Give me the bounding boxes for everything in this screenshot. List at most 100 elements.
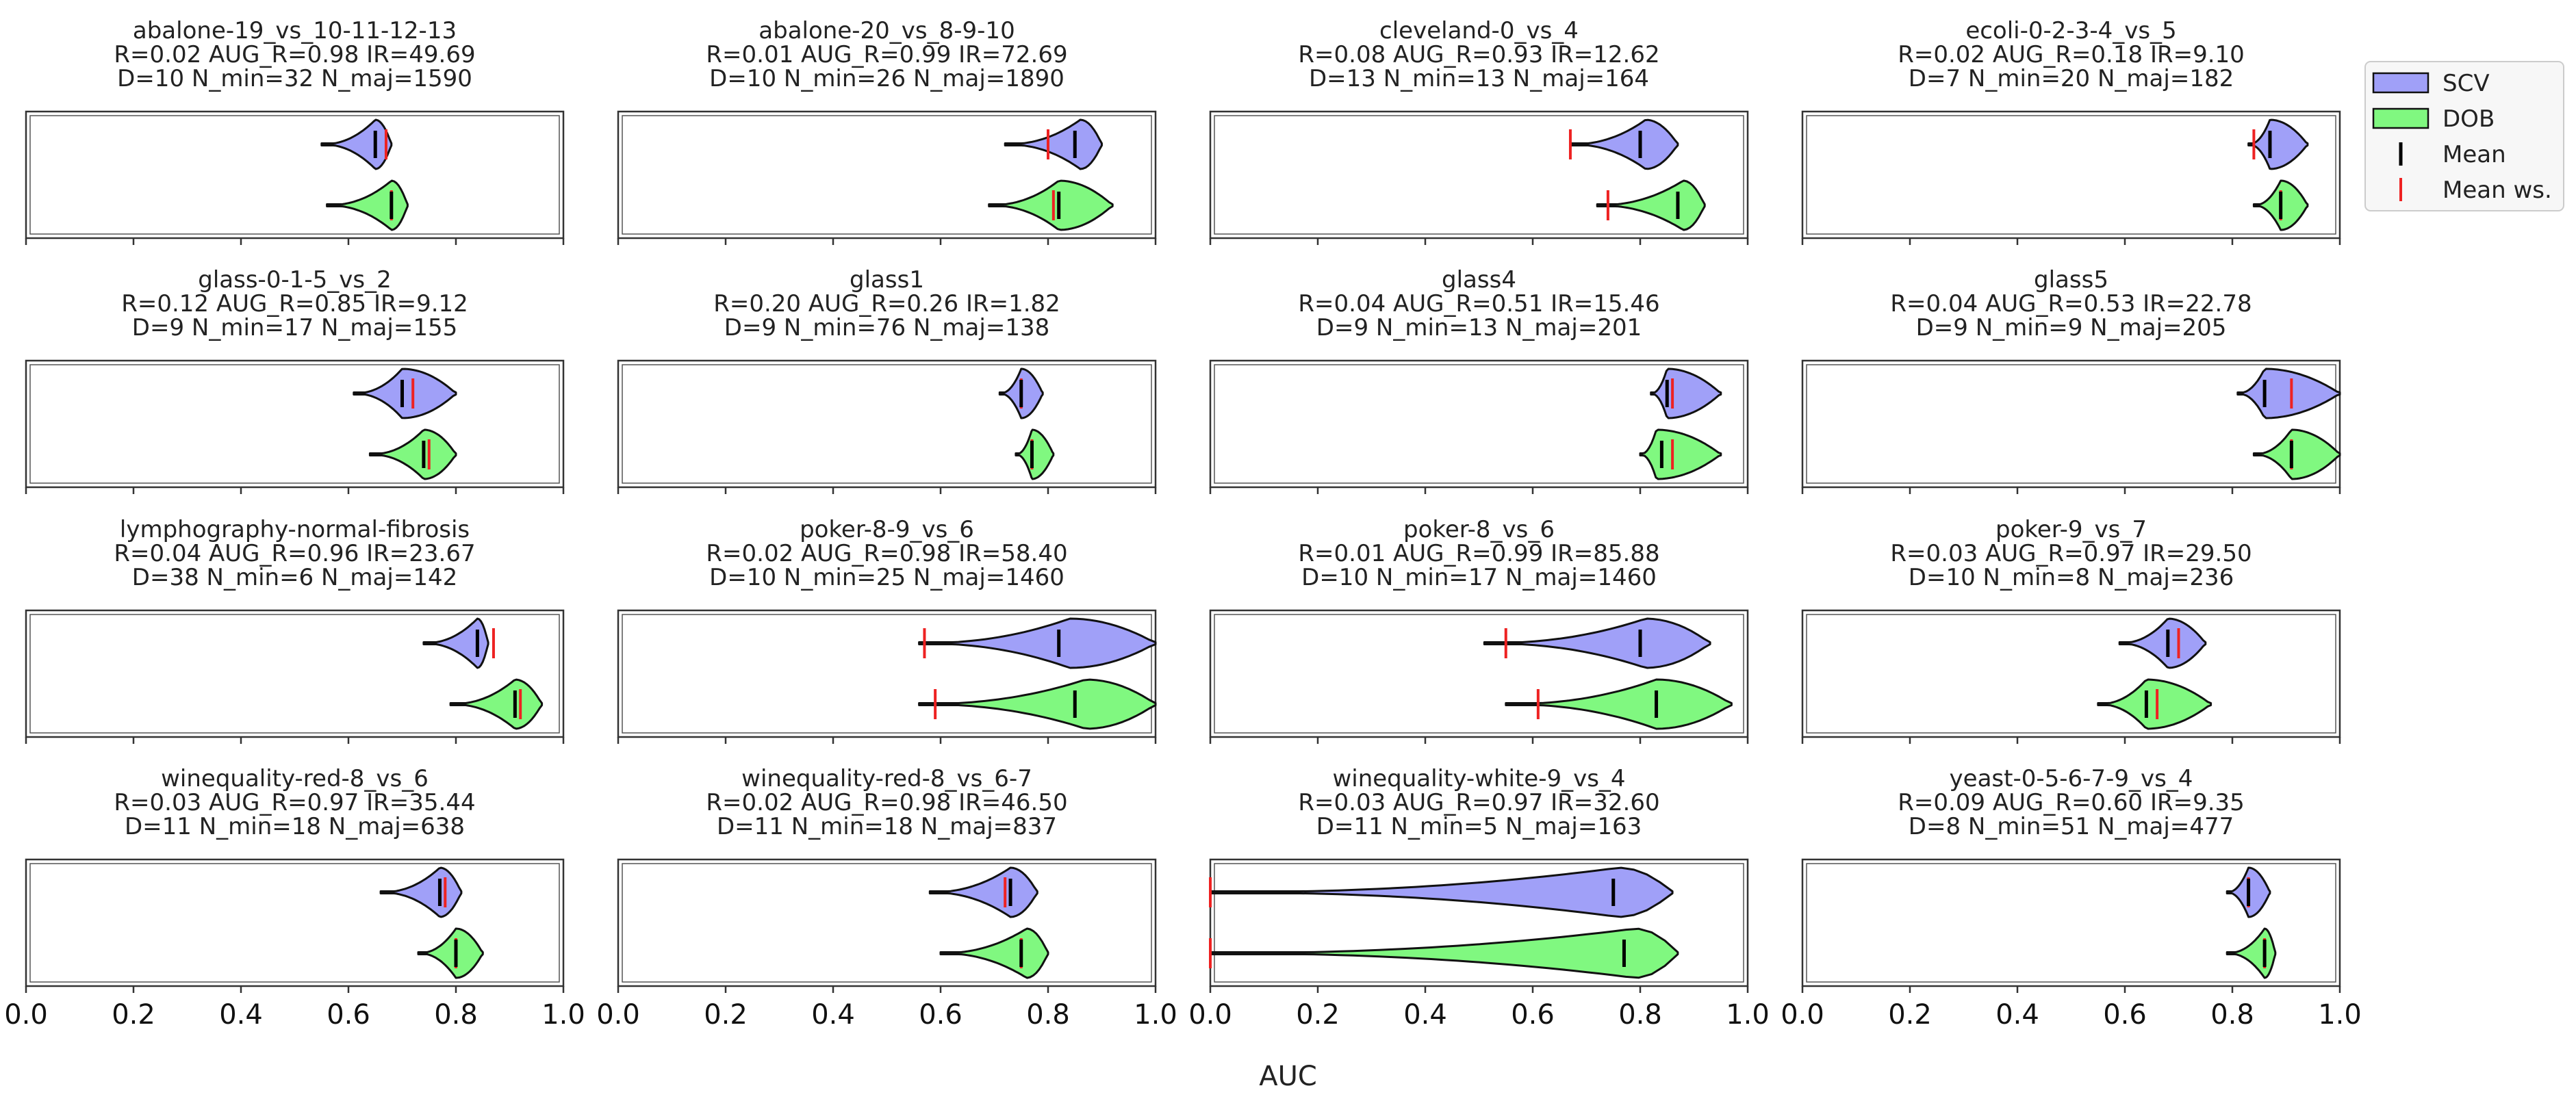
x-tick-label: 0.8: [2210, 999, 2254, 1031]
panel-stats-line: R=0.04 AUG_R=0.51 IR=15.46: [1298, 290, 1659, 318]
x-tick-label: 0.6: [2103, 999, 2147, 1031]
violin-dob: [2226, 927, 2277, 979]
panel-stats-line: R=0.20 AUG_R=0.26 IR=1.82: [713, 290, 1060, 318]
panel-stats-line: D=10 N_min=32 N_maj=1590: [117, 65, 472, 92]
axes-inner-frame: [29, 115, 560, 235]
axes-inner-frame: [1806, 863, 2336, 983]
x-tick-label: 0.6: [1511, 999, 1555, 1031]
violin-scv: [928, 866, 1038, 918]
panel-stats-line: R=0.12 AUG_R=0.85 IR=9.12: [121, 290, 468, 318]
violin-dob: [2252, 179, 2309, 231]
violin-body-scv: [422, 617, 489, 669]
panel-title: glass4: [1442, 266, 1516, 294]
x-tick-label: 1.0: [2318, 999, 2362, 1031]
violin-panel: cleveland-0_vs_4R=0.08 AUG_R=0.93 IR=12.…: [1209, 17, 1749, 245]
panel-stats-line: R=0.02 AUG_R=0.98 IR=58.40: [706, 540, 1067, 567]
violin-dob: [939, 927, 1049, 979]
violin-scv: [1568, 118, 1679, 170]
violin-body-dob: [1209, 927, 1679, 979]
violin-body-scv: [353, 367, 457, 419]
panel-title: glass-0-1-5_vs_2: [198, 266, 391, 294]
panel-stats-line: D=13 N_min=13 N_maj=164: [1309, 65, 1649, 92]
violin-panel: abalone-19_vs_10-11-12-13R=0.02 AUG_R=0.…: [25, 17, 565, 245]
violin-dob: [1639, 428, 1722, 480]
violin-panel: poker-9_vs_7R=0.03 AUG_R=0.97 IR=29.50D=…: [1801, 516, 2341, 744]
x-tick-label: 0.0: [4, 999, 48, 1031]
violin-panel: winequality-red-8_vs_6R=0.03 AUG_R=0.97 …: [4, 765, 585, 1031]
legend-label: Mean ws.: [2443, 177, 2552, 204]
panel-stats-line: D=8 N_min=51 N_maj=477: [1909, 813, 2234, 840]
violin-panel: winequality-white-9_vs_4R=0.03 AUG_R=0.9…: [1188, 765, 1770, 1031]
x-tick-label: 0.2: [704, 999, 748, 1031]
panel-title: winequality-red-8_vs_6-7: [741, 765, 1032, 792]
violin-dob: [2252, 428, 2341, 480]
x-tick-label: 0.8: [1026, 999, 1070, 1031]
x-tick-label: 0.0: [1781, 999, 1824, 1031]
panel-stats-line: D=9 N_min=13 N_maj=201: [1316, 314, 1642, 341]
violin-scv: [918, 617, 1157, 669]
axes-inner-frame: [622, 863, 1152, 983]
x-tick-label: 0.2: [1296, 999, 1340, 1031]
violin-dob: [368, 428, 457, 480]
panel-stats-line: D=7 N_min=20 N_maj=182: [1909, 65, 2234, 92]
panel-stats-line: R=0.02 AUG_R=0.18 IR=9.10: [1898, 41, 2245, 68]
violin-dob: [2097, 678, 2212, 730]
violin-scv: [2118, 617, 2207, 669]
axes-inner-frame: [622, 614, 1152, 734]
violin-dob: [449, 678, 544, 730]
violin-body-scv: [1209, 866, 1674, 918]
violin-body-scv: [918, 617, 1157, 669]
violin-body-scv: [1569, 118, 1679, 170]
axes-frame: [617, 858, 1157, 987]
axes-inner-frame: [1806, 364, 2336, 484]
panel-title: poker-9_vs_7: [1995, 516, 2147, 543]
violin-scv: [379, 866, 463, 918]
legend-label: DOB: [2443, 105, 2495, 133]
violin-scv: [1004, 118, 1103, 170]
axes-frame: [1801, 359, 2341, 489]
panel-title: poker-8-9_vs_6: [800, 516, 974, 543]
violin-panel: ecoli-0-2-3-4_vs_5R=0.02 AUG_R=0.18 IR=9…: [1801, 17, 2341, 245]
axes-frame: [1209, 858, 1749, 987]
x-tick-label: 0.0: [1188, 999, 1232, 1031]
panel-stats-line: R=0.04 AUG_R=0.53 IR=22.78: [1890, 290, 2252, 318]
x-tick-label: 0.0: [596, 999, 640, 1031]
x-tick-label: 0.8: [1618, 999, 1662, 1031]
axes-frame: [25, 110, 565, 240]
violin-body-scv: [1483, 617, 1711, 669]
legend-label: Mean: [2443, 141, 2506, 168]
axes-inner-frame: [622, 115, 1152, 235]
violin-body-dob: [2097, 678, 2212, 730]
x-tick-label: 1.0: [1134, 999, 1177, 1031]
violin-body-scv: [2247, 118, 2309, 170]
axes-inner-frame: [1806, 115, 2336, 235]
panel-stats-line: D=10 N_min=17 N_maj=1460: [1301, 564, 1657, 591]
axes-inner-frame: [29, 364, 560, 484]
violin-scv: [422, 617, 495, 669]
panel-stats-line: R=0.01 AUG_R=0.99 IR=85.88: [1298, 540, 1659, 567]
panel-stats-line: R=0.03 AUG_R=0.97 IR=29.50: [1890, 540, 2252, 567]
panel-stats-line: D=10 N_min=26 N_maj=1890: [709, 65, 1064, 92]
panel-stats-line: R=0.09 AUG_R=0.60 IR=9.35: [1898, 789, 2245, 816]
axes-inner-frame: [1214, 364, 1744, 484]
axes-inner-frame: [29, 863, 560, 983]
violin-panel: abalone-20_vs_8-9-10R=0.01 AUG_R=0.99 IR…: [617, 17, 1157, 245]
panel-title: yeast-0-5-6-7-9_vs_4: [1950, 765, 2193, 792]
violin-panel: winequality-red-8_vs_6-7R=0.02 AUG_R=0.9…: [596, 765, 1177, 1031]
violin-panel: glass-0-1-5_vs_2R=0.12 AUG_R=0.85 IR=9.1…: [25, 266, 565, 494]
axes-frame: [1801, 609, 2341, 738]
axes-inner-frame: [1214, 614, 1744, 734]
panel-title: lymphography-normal-fibrosis: [120, 516, 470, 543]
panel-stats-line: R=0.03 AUG_R=0.97 IR=32.60: [1298, 789, 1659, 816]
panel-stats-line: D=11 N_min=18 N_maj=638: [125, 813, 465, 840]
panel-stats-line: R=0.02 AUG_R=0.98 IR=49.69: [114, 41, 475, 68]
axes-inner-frame: [1806, 614, 2336, 734]
violin-dob: [918, 678, 1157, 730]
legend: SCV DOB Mean Mean ws.: [2364, 61, 2564, 211]
violin-scv: [1483, 617, 1711, 669]
violin-dob: [1596, 179, 1706, 231]
panel-stats-line: R=0.08 AUG_R=0.93 IR=12.62: [1298, 41, 1659, 68]
legend-label: SCV: [2443, 70, 2490, 97]
